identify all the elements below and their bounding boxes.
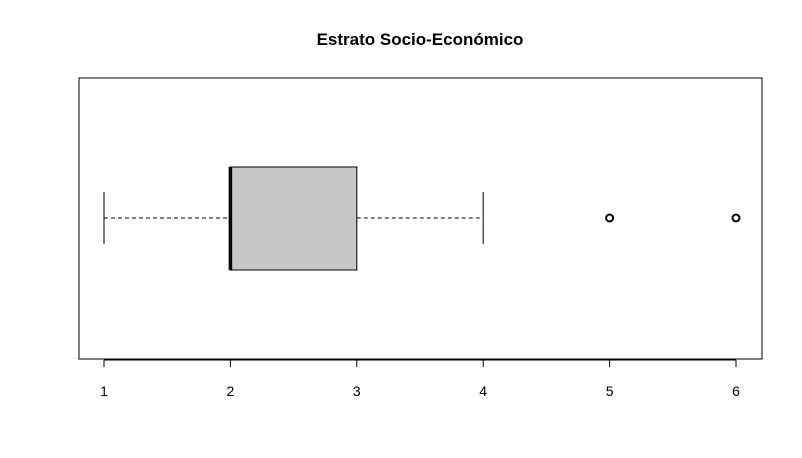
x-tick-label: 4 xyxy=(479,383,487,399)
x-tick-label: 2 xyxy=(227,383,235,399)
outlier-point xyxy=(605,213,615,223)
box-iqr xyxy=(229,166,358,271)
x-tick-label: 1 xyxy=(100,383,108,399)
chart-title: Estrato Socio-Económico xyxy=(316,30,524,49)
boxplot xyxy=(103,166,741,271)
x-tick-label: 5 xyxy=(606,383,614,399)
x-axis-ticks: 1 2 3 4 5 6 xyxy=(100,360,740,399)
outlier-point xyxy=(731,213,741,223)
plot-frame xyxy=(78,77,763,360)
x-tick-label: 3 xyxy=(353,383,361,399)
x-tick-label: 6 xyxy=(732,383,740,399)
